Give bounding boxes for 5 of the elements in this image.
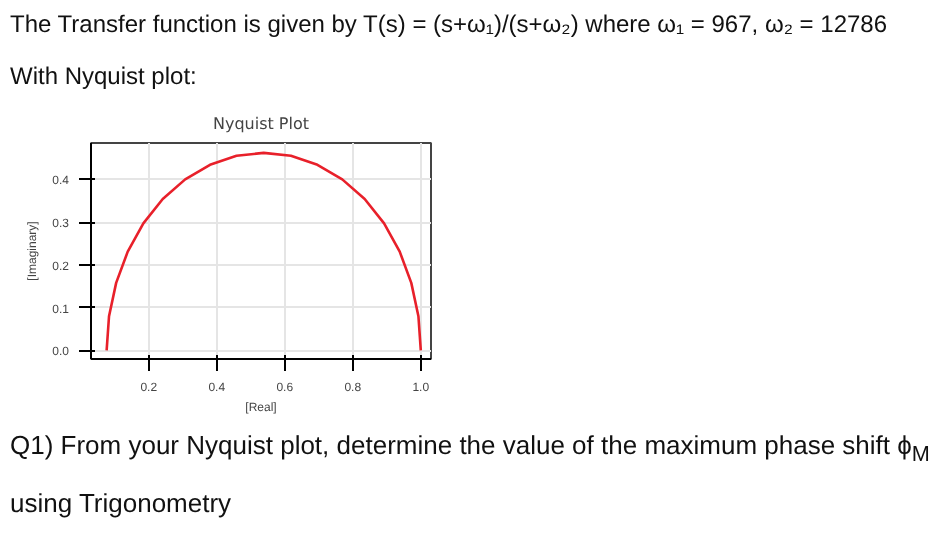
text: Q1) From your Nyquist plot, determine the value of the maximum phase shift ϕ$_{M}$ using Trigonometry — [10, 430, 930, 519]
chart-title: Nyquist Plot — [212, 115, 310, 133]
text: The Transfer function is given by T(s) = (s+ω₁)/(s+ω₂) where ω₁ = 967, ω₂ = 12786 — [10, 8, 888, 42]
text: With Nyquist plot: — [10, 60, 197, 94]
line-series — [105, 151, 423, 352]
